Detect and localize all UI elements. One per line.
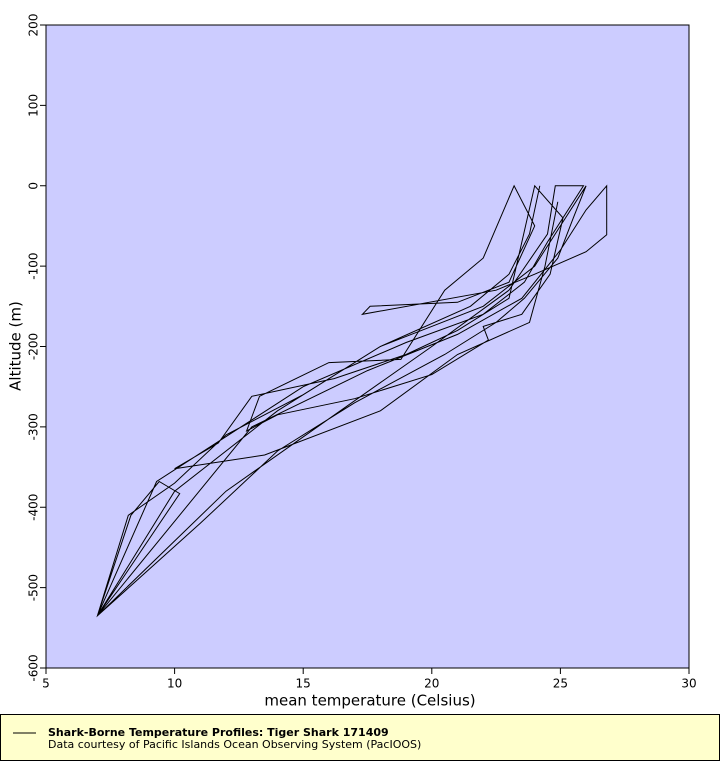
y-axis-label: Altitude (m)	[7, 301, 25, 391]
y-tick-label: 0	[27, 182, 41, 190]
y-tick-label: -300	[27, 413, 41, 440]
y-tick-label: -100	[27, 253, 41, 280]
plot-area	[45, 24, 690, 669]
x-tick-label: 15	[296, 677, 311, 691]
legend-label: Shark-Borne Temperature Profiles: Tiger …	[48, 726, 389, 739]
y-tick-label: -200	[27, 333, 41, 360]
y-tick-label: 200	[27, 14, 41, 37]
y-tick-label: -400	[27, 494, 41, 521]
x-tick-label: 5	[42, 677, 50, 691]
x-axis-label: mean temperature (Celsius)	[264, 692, 475, 710]
x-tick-label: 25	[553, 677, 568, 691]
y-tick-label: -500	[27, 574, 41, 601]
x-tick-label: 30	[681, 677, 696, 691]
x-tick-label: 10	[167, 677, 182, 691]
y-tick-label: 100	[27, 94, 41, 117]
legend-note: Data courtesy of Pacific Islands Ocean O…	[48, 738, 421, 751]
legend	[0, 714, 720, 761]
profile-line	[96, 184, 608, 618]
x-tick-label: 20	[424, 677, 439, 691]
y-tick-label: -600	[27, 654, 41, 681]
